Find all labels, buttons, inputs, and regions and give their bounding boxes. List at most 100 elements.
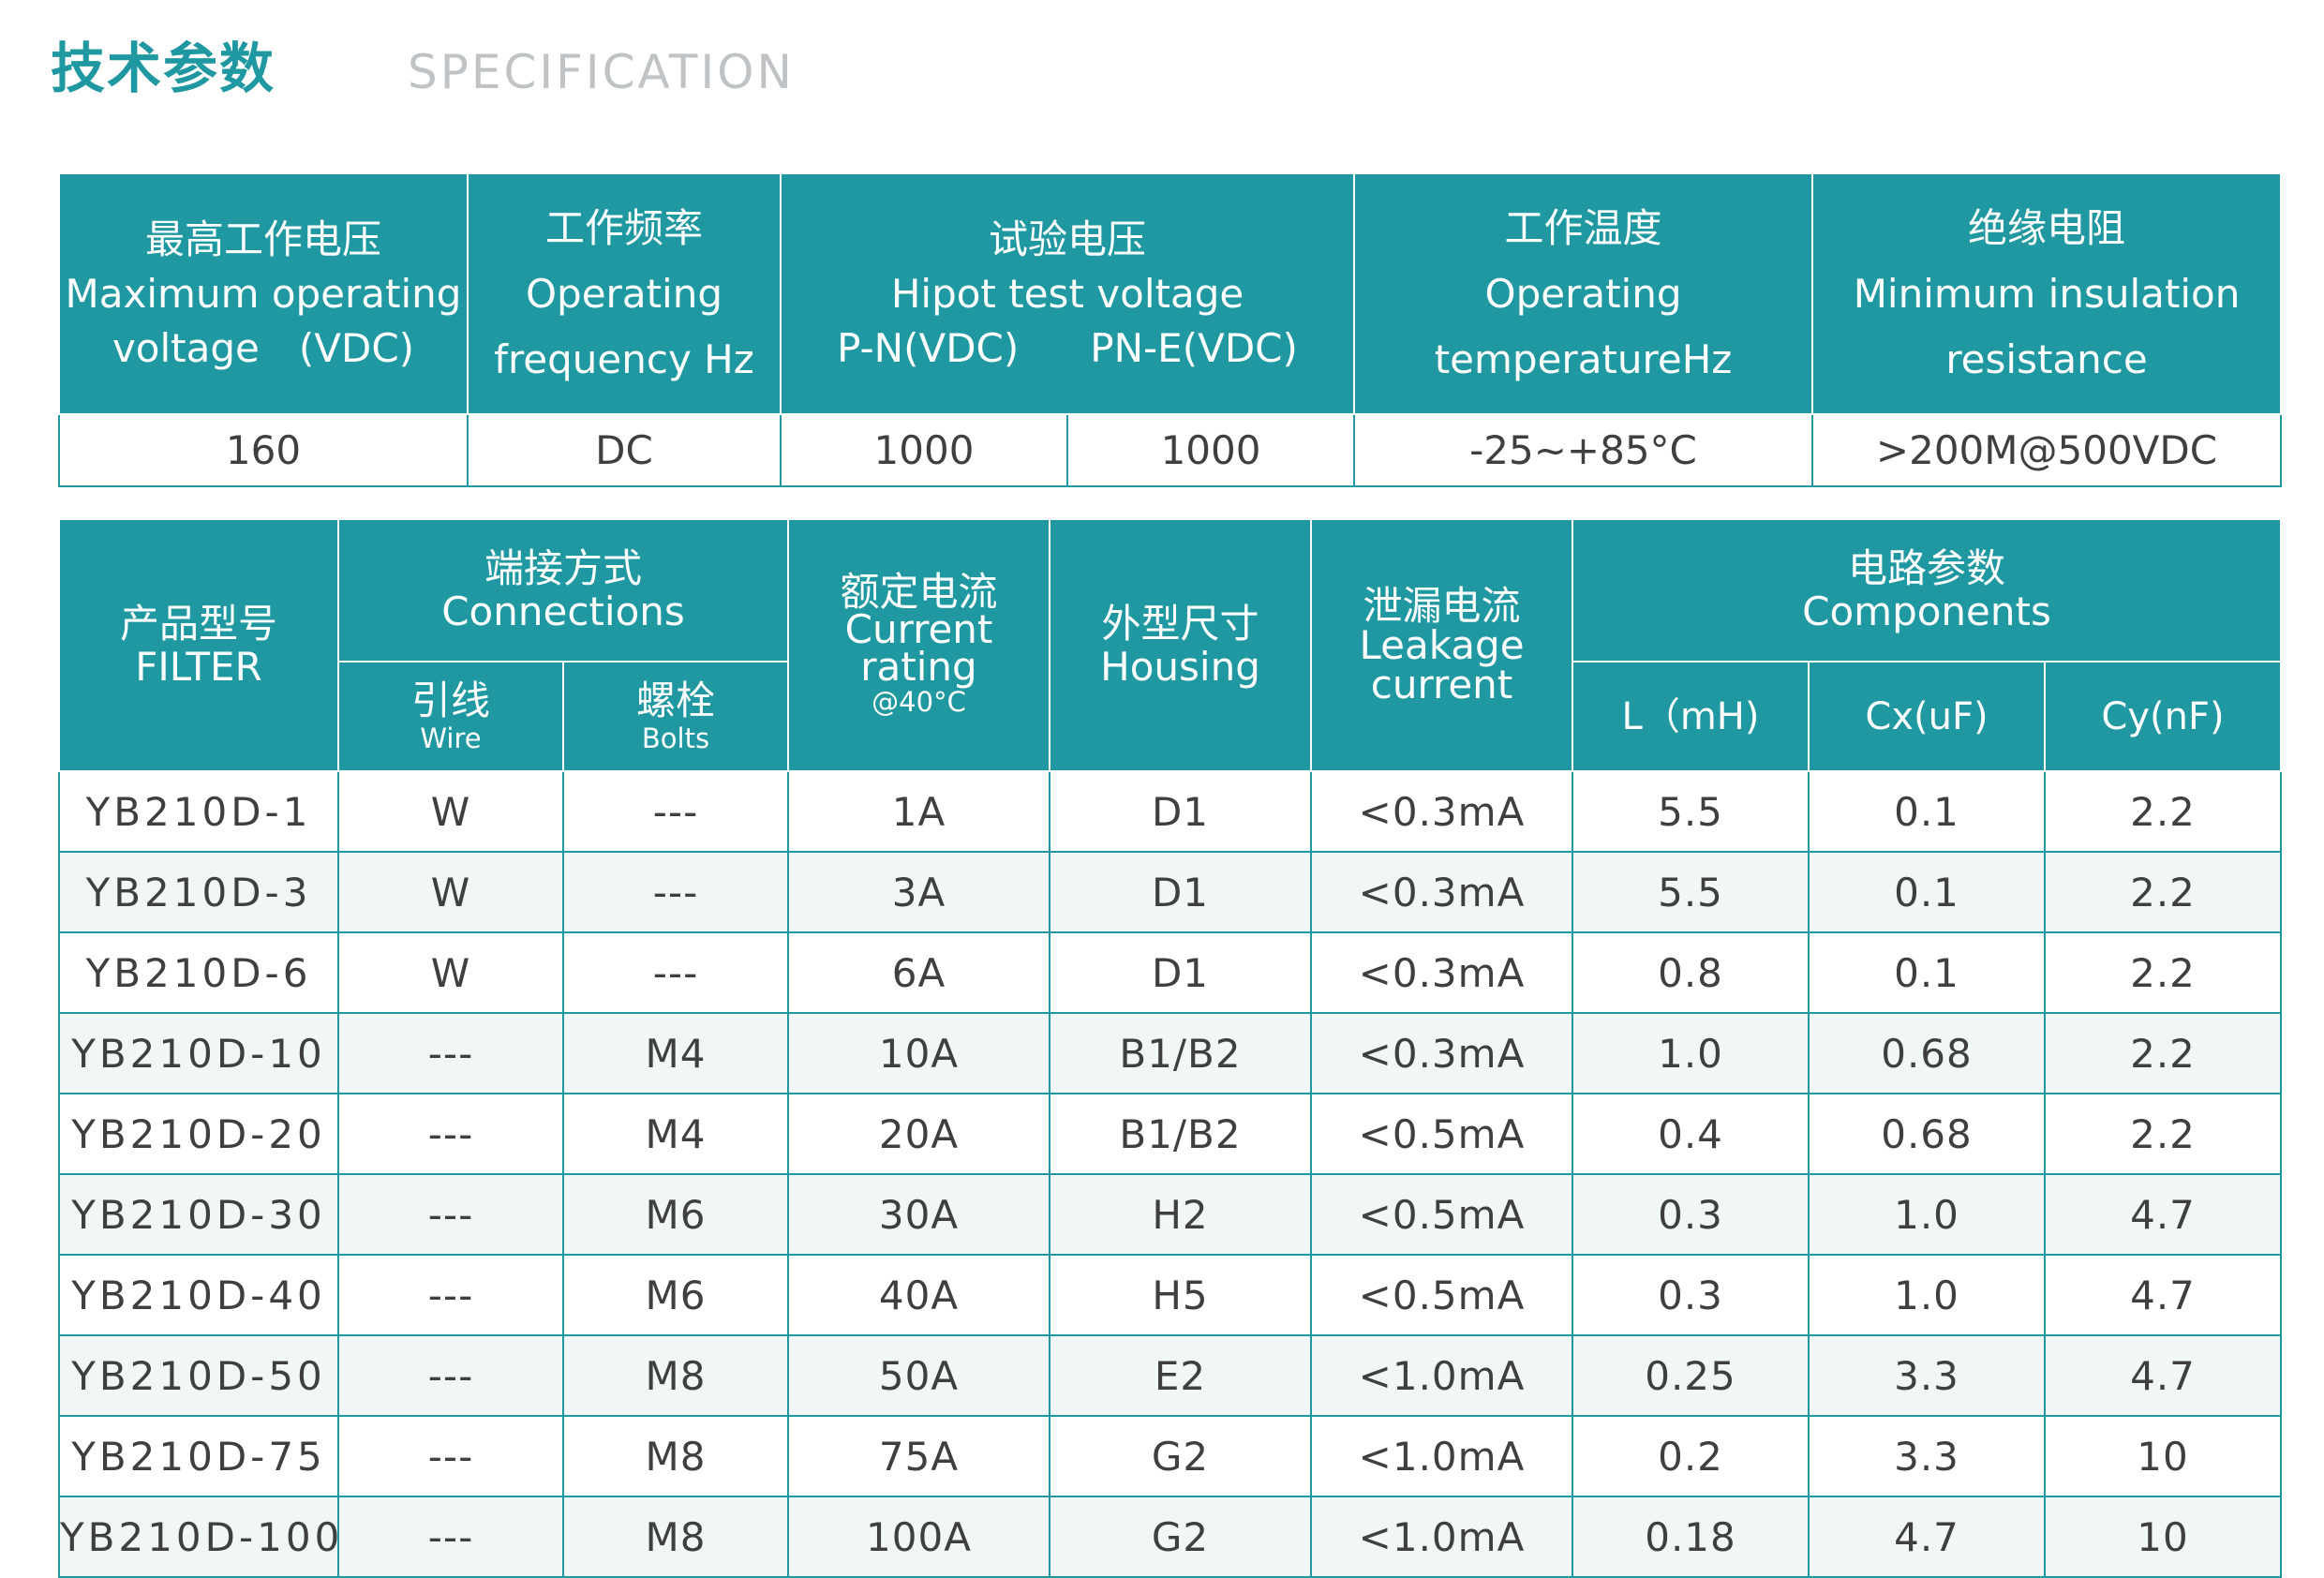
cell-leakage: <1.0mA	[1310, 1334, 1573, 1417]
cell-model: YB210D-40	[58, 1254, 339, 1336]
value-frequency: DC	[467, 413, 782, 487]
header-temperature: 工作温度 Operating temperatureHz	[1353, 172, 1814, 415]
cell-housing: B1/B2	[1049, 1093, 1312, 1175]
header-wire: 引线 Wire	[337, 661, 564, 772]
table-row: YB210D-20 --- M4 20A B1/B2 <0.5mA 0.4 0.68 2.2	[58, 1093, 2283, 1175]
cell-wire: ---	[337, 1334, 564, 1417]
cell-cx: 0.68	[1808, 1012, 2046, 1094]
model-rows: YB210D-1 W --- 1A D1 <0.3mA 5.5 0.1 2.2 YB210D-3 W…	[58, 770, 2283, 1578]
header-frequency-en1: Operating	[526, 270, 723, 317]
header-hipot-zh: 试验电压	[989, 216, 1147, 262]
cell-current: 1A	[787, 770, 1050, 853]
value-max-voltage: 160	[58, 413, 469, 487]
header-leakage-zh: 泄漏电流	[1363, 582, 1521, 629]
cell-bolts: M8	[562, 1415, 789, 1497]
cell-bolts: M4	[562, 1012, 789, 1094]
header-l: L（mH)	[1572, 661, 1810, 772]
cell-housing: H2	[1049, 1173, 1312, 1256]
header-temperature-en1: Operating	[1484, 270, 1682, 317]
header-max-voltage-zh: 最高工作电压	[144, 216, 381, 262]
cell-wire: ---	[337, 1012, 564, 1094]
cell-bolts: ---	[562, 851, 789, 933]
header-cx: Cx(uF)	[1808, 661, 2046, 772]
header-insulation-en2: resistance	[1945, 335, 2148, 382]
cell-model: YB210D-75	[58, 1415, 339, 1497]
cell-leakage: <0.5mA	[1310, 1093, 1573, 1175]
cell-model: YB210D-10	[58, 1012, 339, 1094]
cell-current: 20A	[787, 1093, 1050, 1175]
header-current-en2: rating	[860, 643, 977, 690]
table-row: YB210D-50 --- M8 50A E2 <1.0mA 0.25 3.3 4.7	[58, 1334, 2283, 1417]
header-components-en: Components	[1802, 588, 2051, 634]
header-components-zh: 电路参数	[1848, 545, 2006, 591]
header-connections-en: Connections	[441, 588, 685, 634]
cell-model: YB210D-20	[58, 1093, 339, 1175]
cell-inductance: 0.3	[1572, 1173, 1810, 1256]
cell-cy: 2.2	[2043, 931, 2283, 1014]
header-hipot-pn: P-N(VDC)	[837, 324, 1020, 371]
value-hipot-pne: 1000	[1065, 413, 1356, 487]
table-row: YB210D-100 --- M8 100A G2 <1.0mA 0.18 4.7 10	[58, 1496, 2283, 1578]
value-insulation: >200M@500VDC	[1811, 413, 2283, 487]
table-row: YB210D-6 W --- 6A D1 <0.3mA 0.8 0.1 2.2	[58, 931, 2283, 1014]
cell-wire: W	[337, 770, 564, 853]
table-row: YB210D-10 --- M4 10A B1/B2 <0.3mA 1.0 0.68 2.2	[58, 1012, 2283, 1094]
cell-cy: 2.2	[2043, 1093, 2283, 1175]
header-frequency-en2: frequency Hz	[494, 335, 754, 382]
header-current-note: @40°C	[872, 685, 966, 718]
cell-wire: ---	[337, 1496, 564, 1578]
table-row: YB210D-30 --- M6 30A H2 <0.5mA 0.3 1.0 4.7	[58, 1173, 2283, 1256]
cell-cx: 1.0	[1808, 1173, 2046, 1256]
header-wire-en: Wire	[420, 722, 482, 754]
header-hipot: 试验电压 Hipot test voltage P-N(VDC) PN-E(VD…	[779, 172, 1356, 415]
cell-model: YB210D-50	[58, 1334, 339, 1417]
cell-wire: W	[337, 851, 564, 933]
spec-value-row: 160 DC 1000 1000 -25~+85°C >200M@500VDC	[58, 413, 2283, 487]
cell-inductance: 0.3	[1572, 1254, 1810, 1336]
cell-leakage: <0.5mA	[1310, 1254, 1573, 1336]
header-current: 额定电流 Current rating @40°C	[787, 518, 1050, 772]
header-connections-zh: 端接方式	[484, 545, 642, 591]
cell-model: YB210D-100	[58, 1496, 339, 1578]
cell-cy: 4.7	[2043, 1173, 2283, 1256]
header-insulation: 绝缘电阻 Minimum insulation resistance	[1811, 172, 2283, 415]
header-temperature-en2: temperatureHz	[1434, 335, 1733, 382]
cell-housing: D1	[1049, 851, 1312, 933]
cell-housing: D1	[1049, 770, 1312, 853]
cell-bolts: ---	[562, 770, 789, 853]
cell-bolts: ---	[562, 931, 789, 1014]
header-current-en1: Current	[844, 605, 993, 652]
header-housing-en: Housing	[1100, 643, 1260, 690]
header-bolts: 螺栓 Bolts	[562, 661, 789, 772]
header-bolts-zh: 螺栓	[635, 677, 715, 723]
header-leakage: 泄漏电流 Leakage current	[1310, 518, 1573, 772]
header-hipot-sub: P-N(VDC) PN-E(VDC)	[782, 321, 1352, 376]
cell-current: 75A	[787, 1415, 1050, 1497]
header-components: 电路参数 Components	[1571, 518, 2283, 662]
header-hipot-pne: PN-E(VDC)	[1090, 324, 1298, 371]
cell-current: 30A	[787, 1173, 1050, 1256]
cell-bolts: M8	[562, 1496, 789, 1578]
cell-cx: 0.1	[1808, 770, 2046, 853]
cell-inductance: 0.2	[1572, 1415, 1810, 1497]
cell-bolts: M4	[562, 1093, 789, 1175]
cell-inductance: 0.4	[1572, 1093, 1810, 1175]
cell-cy: 2.2	[2043, 851, 2283, 933]
cell-cx: 0.1	[1808, 851, 2046, 933]
cell-current: 50A	[787, 1334, 1050, 1417]
cell-inductance: 0.8	[1572, 931, 1810, 1014]
cell-housing: G2	[1049, 1496, 1312, 1578]
table-row: YB210D-1 W --- 1A D1 <0.3mA 5.5 0.1 2.2	[58, 770, 2283, 853]
cell-bolts: M8	[562, 1334, 789, 1417]
cell-housing: B1/B2	[1049, 1012, 1312, 1094]
cell-housing: D1	[1049, 931, 1312, 1014]
header-leakage-en1: Leakage	[1359, 621, 1525, 668]
cell-inductance: 5.5	[1572, 851, 1810, 933]
table-row: YB210D-75 --- M8 75A G2 <1.0mA 0.2 3.3 10	[58, 1415, 2283, 1497]
cell-cx: 1.0	[1808, 1254, 2046, 1336]
cell-cy: 2.2	[2043, 1012, 2283, 1094]
cell-wire: W	[337, 931, 564, 1014]
table-row: YB210D-3 W --- 3A D1 <0.3mA 5.5 0.1 2.2	[58, 851, 2283, 933]
header-filter-en: FILTER	[135, 643, 262, 690]
cell-cy: 4.7	[2043, 1254, 2283, 1336]
